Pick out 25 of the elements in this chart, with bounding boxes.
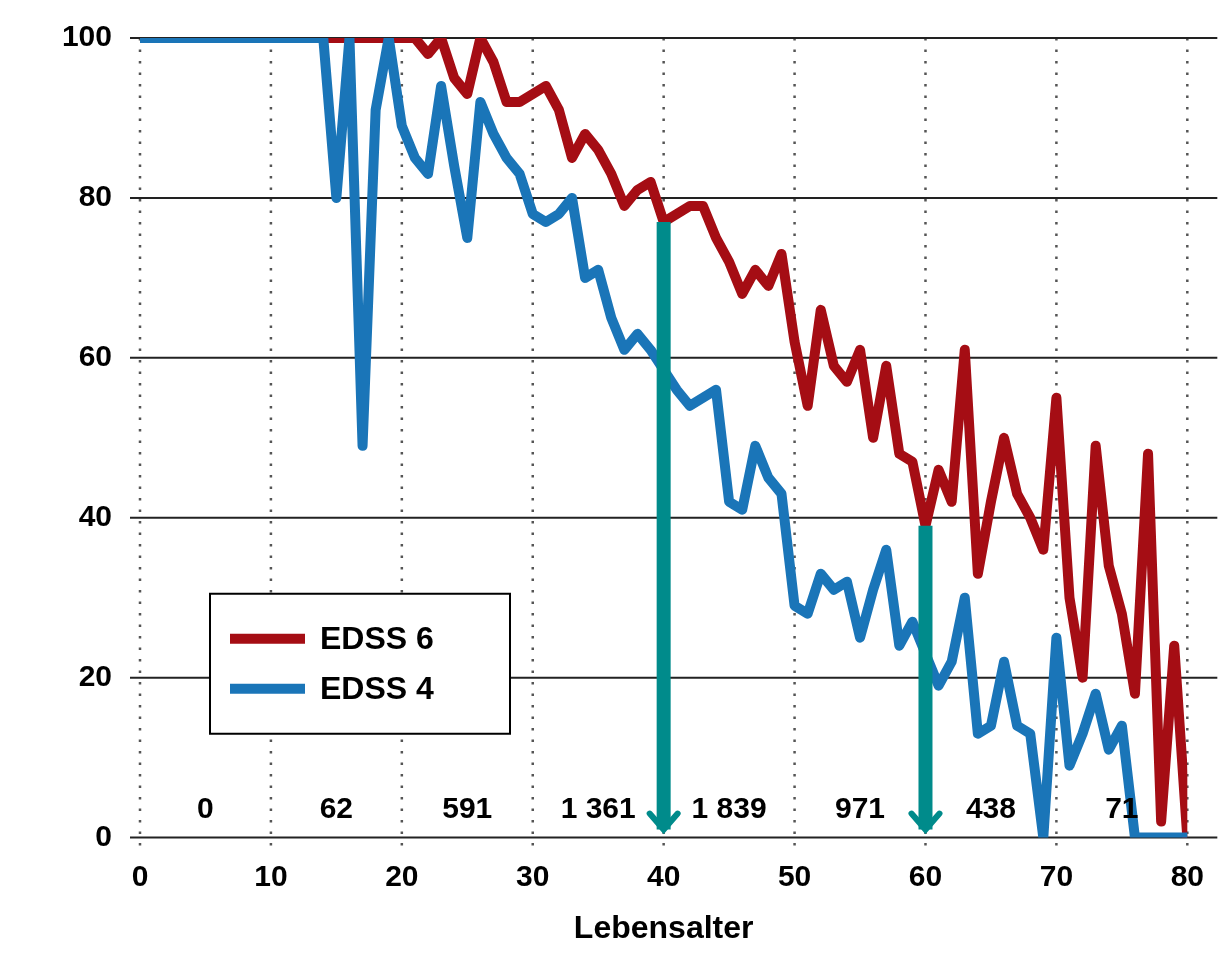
x-tick-label: 60 bbox=[908, 858, 943, 892]
y-tick-label: 0 bbox=[95, 818, 112, 852]
annotation: 1 361 bbox=[560, 790, 636, 824]
annotation: 591 bbox=[442, 790, 493, 824]
x-tick-label: 40 bbox=[646, 858, 681, 892]
legend-label: EDSS 6 bbox=[320, 620, 434, 657]
annotation: 62 bbox=[319, 790, 354, 824]
x-tick-label: 0 bbox=[131, 858, 149, 892]
y-tick-label: 60 bbox=[78, 339, 112, 373]
y-tick-label: 20 bbox=[78, 658, 112, 692]
x-axis-title: Lebensalter bbox=[573, 908, 754, 945]
x-tick-label: 20 bbox=[385, 858, 419, 892]
x-tick-label: 70 bbox=[1039, 858, 1074, 892]
annotation: 1 839 bbox=[691, 790, 767, 824]
x-tick-label: 30 bbox=[516, 858, 550, 892]
y-tick-label: 40 bbox=[78, 499, 112, 533]
annotation: 438 bbox=[965, 790, 1016, 824]
y-tick-label: 80 bbox=[78, 179, 112, 213]
y-tick-label: 100 bbox=[61, 19, 112, 53]
legend-label: EDSS 4 bbox=[320, 670, 435, 707]
annotation: 971 bbox=[835, 790, 886, 824]
annotation: 0 bbox=[197, 790, 214, 824]
x-tick-label: 80 bbox=[1170, 858, 1204, 892]
x-tick-label: 50 bbox=[777, 858, 812, 892]
x-tick-label: 10 bbox=[254, 858, 288, 892]
